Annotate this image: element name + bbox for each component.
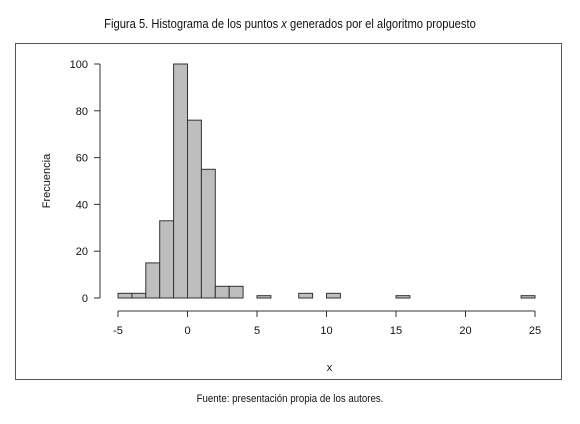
histogram-bar [117, 292, 133, 299]
histogram-bar [520, 295, 536, 299]
histogram-bar [159, 220, 175, 299]
histogram-bar [187, 119, 202, 299]
figure-title-suffix: generados por el algoritmo propuesto [286, 16, 476, 31]
y-axis-label: Frecuencia [41, 153, 53, 208]
x-tick-label: 25 [529, 325, 541, 337]
y-tick-label: 100 [70, 59, 88, 71]
histogram-bar [298, 292, 314, 299]
histogram-bar [131, 292, 147, 299]
y-tick-label: 0 [82, 293, 88, 305]
histogram-bar [256, 295, 272, 299]
figure-title-prefix: Figura 5. Histograma de los puntos [104, 16, 282, 31]
x-tick-label: 15 [390, 325, 402, 337]
x-tick-label: -5 [113, 325, 123, 337]
figure-title: Figura 5. Histograma de los puntos x gen… [41, 16, 540, 31]
x-axis-label: x [327, 362, 333, 374]
y-tick-label: 40 [76, 199, 88, 211]
figure-title-variable: x [281, 16, 287, 31]
x-tick-label: 10 [320, 325, 332, 337]
figure-source: Fuente: presentación propia de los autor… [196, 393, 384, 405]
histogram-bar [173, 63, 189, 299]
histogram-chart: 0 20 40 60 80 100 -5 0 5 10 15 20 25 x Frecuencia [41, 59, 541, 374]
histogram-bar [326, 292, 341, 299]
histogram-bar [214, 285, 230, 299]
histogram-bar [145, 262, 161, 299]
y-tick-label: 60 [76, 153, 88, 165]
histogram-bar [395, 295, 411, 299]
histogram-bar [200, 168, 216, 299]
chart-frame: 0 20 40 60 80 100 -5 0 5 10 15 20 25 x Frecuencia [15, 43, 562, 380]
x-tick-label: 0 [184, 325, 190, 337]
y-tick-label: 20 [76, 246, 88, 258]
y-tick-label: 80 [76, 106, 88, 118]
histogram-bar [228, 285, 244, 299]
x-tick-label: 5 [254, 325, 260, 337]
x-tick-label: 20 [459, 325, 471, 337]
